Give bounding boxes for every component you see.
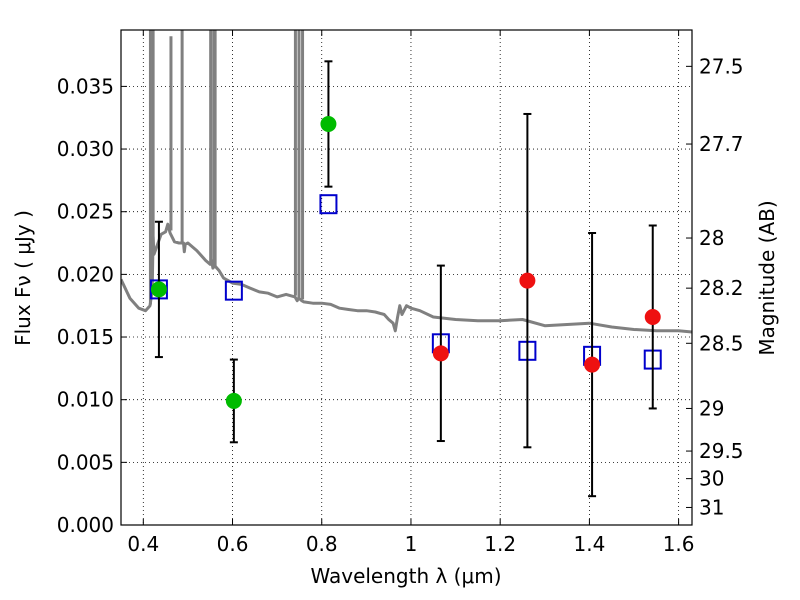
y-tick-label: 0.015 xyxy=(57,325,114,349)
x-tick-label: 1.2 xyxy=(484,532,516,556)
y-tick-label: 0.025 xyxy=(57,200,114,224)
right-tick-label: 28 xyxy=(699,226,724,250)
right-tick-label: 28.2 xyxy=(699,276,744,300)
y-tick-label: 0.010 xyxy=(57,388,114,412)
x-axis-title: Wavelength λ (μm) xyxy=(310,564,501,588)
right-tick-label: 30 xyxy=(699,467,724,491)
right-tick-label: 28.5 xyxy=(699,331,744,355)
x-tick-label: 0.8 xyxy=(306,532,338,556)
x-tick-label: 1.6 xyxy=(663,532,695,556)
model-photometry-square xyxy=(224,280,243,301)
right-axis-title: Magnitude (AB) xyxy=(755,200,779,355)
axes-frame xyxy=(120,29,693,526)
right-tick-label: 27.5 xyxy=(699,54,744,78)
right-tick-label: 27.7 xyxy=(699,132,744,156)
y-axis-title: Flux Fν ( μJy ) xyxy=(11,210,35,346)
flux-data-point xyxy=(644,308,661,325)
right-tick-label: 29 xyxy=(699,396,724,420)
y-tick-label: 0.030 xyxy=(57,137,114,161)
x-tick-label: 0.6 xyxy=(217,532,249,556)
flux-data-point xyxy=(150,281,167,298)
y-tick-label: 0.035 xyxy=(57,74,114,98)
x-tick-label: 0.4 xyxy=(127,532,159,556)
flux-data-point xyxy=(432,345,449,362)
x-tick-label: 1 xyxy=(405,532,418,556)
right-tick-label: 29.5 xyxy=(699,439,744,463)
y-tick-label: 0.020 xyxy=(57,262,114,286)
model-photometry-square xyxy=(319,194,338,215)
right-tick-label: 31 xyxy=(699,495,724,519)
x-tick-label: 1.4 xyxy=(573,532,605,556)
plot-area xyxy=(121,30,692,498)
y-tick-label: 0.005 xyxy=(57,450,114,474)
spectrum-line xyxy=(121,222,692,334)
clipped-data xyxy=(121,30,692,334)
axis-ticks: 0.4 0.6 0.8 1 1.2 1.4 1.6 0.000 0.005 0.010 0.015 0… xyxy=(57,30,744,556)
y-tick-label: 0.000 xyxy=(57,513,114,537)
flux-data-point xyxy=(225,392,242,409)
flux-data-point xyxy=(320,115,337,132)
flux-data-point xyxy=(519,272,536,289)
flux-data-point xyxy=(584,356,601,373)
